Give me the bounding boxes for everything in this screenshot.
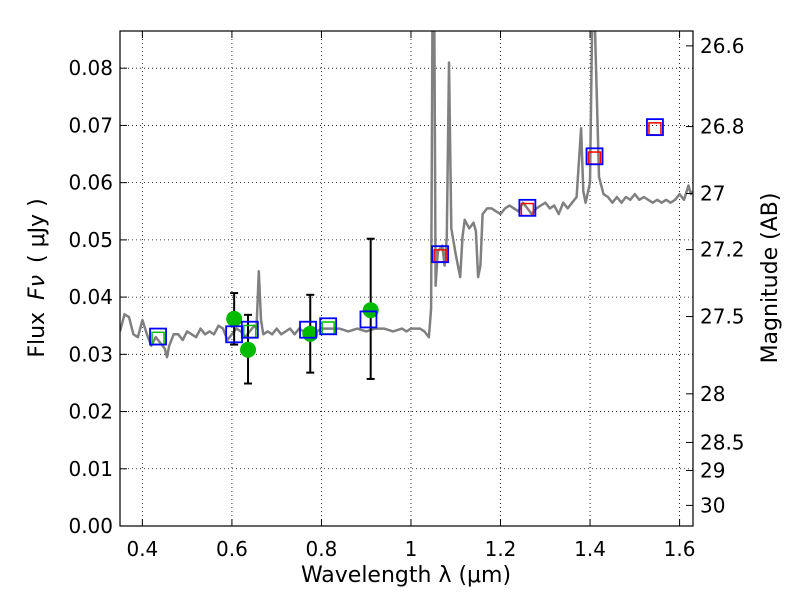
magnitude-axis-label: Magnitude (AB) [758, 193, 783, 364]
y-axis-label-units: ( μJy ) [25, 198, 50, 263]
observed-point [362, 302, 379, 319]
model-point [431, 245, 449, 264]
x-tick-label: 1 [405, 537, 418, 561]
magnitude-tick-label: 29 [700, 458, 725, 482]
model-point [299, 320, 317, 339]
model-point [149, 327, 167, 346]
y-tick-label: 0.02 [68, 400, 113, 424]
model-point [518, 198, 537, 217]
x-tick-label: 0.6 [216, 537, 248, 561]
plot-area [120, 31, 693, 385]
model-point [319, 317, 338, 336]
y-tick-label: 0.07 [68, 113, 113, 137]
magnitude-tick-label: 26.6 [700, 34, 745, 58]
y-axis-label: Flux Fν ( μJy ) [25, 198, 50, 357]
model-point [240, 320, 259, 339]
model-point [359, 310, 378, 329]
magnitude-tick-label: 27.5 [700, 305, 745, 329]
x-tick-label: 1.4 [574, 537, 606, 561]
ticks: 0.4 0.6 0.8 1 1.2 1.4 1.6 0.00 0.01 0.02 0.03 0.04 0… [68, 31, 745, 561]
plot-frame [119, 30, 694, 527]
x-axis-label: Wavelength λ (μm) [301, 563, 511, 588]
x-tick-label: 0.4 [126, 537, 158, 561]
magnitude-tick-label: 27 [700, 182, 725, 206]
y-tick-label: 0.06 [68, 171, 113, 195]
x-tick-label: 1.6 [664, 537, 696, 561]
y-tick-label: 0.03 [68, 342, 113, 366]
y-tick-label: 0.00 [68, 514, 113, 538]
x-tick-label: 0.8 [306, 537, 338, 561]
magnitude-tick-label: 28 [700, 382, 725, 406]
y-tick-label: 0.04 [68, 285, 113, 309]
magnitude-tick-label: 30 [700, 493, 725, 517]
observed-point [226, 310, 243, 327]
x-tick-label: 1.2 [485, 537, 517, 561]
model-point [646, 118, 664, 137]
model-spectrum-line [120, 31, 693, 359]
y-axis-label-symbol: Fν [25, 275, 50, 300]
model-point [585, 147, 604, 166]
magnitude-tick-label: 26.8 [700, 115, 745, 139]
plot-background [120, 31, 693, 526]
y-tick-label: 0.08 [68, 56, 113, 80]
magnitude-tick-label: 28.5 [700, 430, 745, 454]
y-tick-label: 0.05 [68, 228, 113, 252]
y-tick-label: 0.01 [68, 457, 113, 481]
observed-point [240, 341, 257, 358]
y-axis-label-text: Flux [25, 312, 50, 358]
magnitude-tick-label: 27.2 [700, 238, 745, 262]
grid [120, 31, 693, 527]
